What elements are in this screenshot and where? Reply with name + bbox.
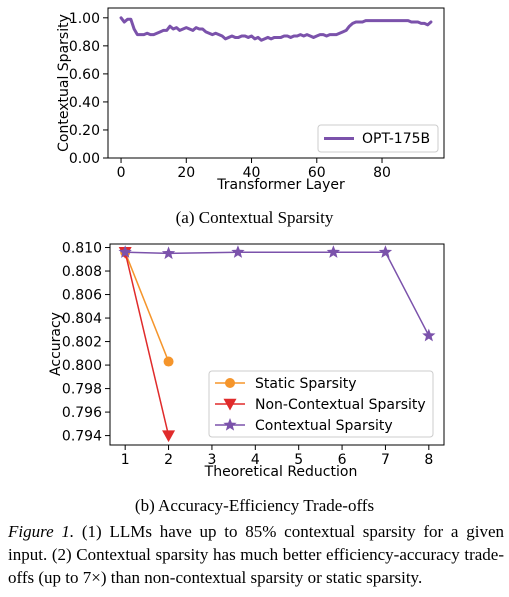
x-tick-label-a: 40 [243,165,261,181]
series-line-static-sparsity [124,251,170,362]
point-non-contextual-sparsity [162,430,176,443]
point-contextual-sparsity [231,245,245,258]
point-contextual-sparsity [161,246,176,260]
series-line-contextual-sparsity [125,251,430,337]
legend-marker-non-contextual-sparsity [223,398,237,411]
figure-label: Figure 1. [8,522,75,541]
point-contextual-sparsity [422,328,436,342]
y-tick-label-a: 0.20 [69,123,100,139]
x-tick-label-b: 3 [207,452,216,468]
x-tick-label-b: 6 [338,452,347,468]
series-line-opt-175b [119,16,433,42]
legend-label-static-sparsity: Static Sparsity [255,376,357,392]
y-tick-label-b: 0.794 [62,429,102,445]
legend-box-b [208,370,434,438]
y-tick-label-a: 0.40 [69,95,100,111]
y-tick-label-a: 0.80 [69,39,100,55]
x-tick-label-a: 0 [117,165,126,181]
y-tick-label-b: 0.806 [62,288,102,304]
y-tick-label-b: 0.800 [62,358,102,374]
y-tick-label-a: 1.00 [69,11,100,27]
x-tick-label-b: 8 [424,452,433,468]
point-contextual-sparsity [118,245,132,258]
legend-b: Static Sparsity Non-Contextual Sparsity Co… [208,370,434,438]
legend-label-non-contextual-sparsity: Non-Contextual Sparsity [255,397,426,413]
x-tick-label-b: 2 [164,452,173,468]
x-tick-label-b: 4 [251,452,260,468]
subcaption-a: (a) Contextual Sparsity [175,208,334,227]
legend-box-a [317,124,439,153]
y-tick-label-b: 0.808 [62,264,102,280]
x-axis-label-a: Transformer Layer [216,177,345,193]
y-tick-label-b: 0.804 [62,311,102,327]
legend-label-contextual-sparsity: Contextual Sparsity [255,418,393,434]
x-tick-label-a: 20 [177,165,195,181]
point-contextual-sparsity [326,245,341,258]
y-tick-label-a: 0.60 [69,67,100,83]
legend-a: OPT-175B [317,124,439,153]
figure-caption-text-2: ) than non-contextual sparsity or static… [100,568,423,587]
chart-accuracy-efficiency: 0.794 0.796 0.798 0.800 0.802 0.804 0.806 0.808… [48,241,445,480]
y-axis-label-b: Accuracy [48,312,64,376]
x-tick-label-a: 60 [308,165,326,181]
y-axis-label-a: Contextual Sparsity [56,14,72,152]
figure-caption-text-1: (1) LLMs have up to 85% contextual spars… [8,522,504,587]
y-tick-label-b: 0.798 [62,382,102,398]
y-tick-label-b: 0.802 [62,335,102,351]
subcaption-b: (b) Accuracy-Efficiency Trade-offs [134,496,375,515]
figure-caption-times: × [91,568,101,587]
plot-frame-a [107,7,445,159]
y-tick-label-b: 0.796 [62,405,102,421]
legend-marker-static-sparsity [225,378,235,388]
x-tick-label-b: 5 [294,452,303,468]
point-contextual-sparsity [378,245,393,258]
x-axis-label-b: Theoretical Reduction [204,464,358,480]
chart-contextual-sparsity: 0.00 0.20 0.40 0.60 0.80 1.00 0 20 40 60 80 Trans… [56,7,445,193]
x-tick-label-b: 7 [381,452,390,468]
legend-label-opt-175b: OPT-175B [362,131,430,147]
y-tick-label-b: 0.810 [62,241,102,257]
y-tick-label-a: 0.00 [69,151,100,167]
legend-marker-contextual-sparsity [223,418,237,431]
figure-caption: Figure 1. (1) LLMs have up to 85% contex… [8,520,504,589]
point-static-sparsity [163,356,174,367]
x-tick-label-a: 80 [373,165,391,181]
series-line-non-contextual-sparsity [124,252,170,436]
plot-frame-b [109,243,445,446]
x-tick-label-b: 1 [121,452,130,468]
